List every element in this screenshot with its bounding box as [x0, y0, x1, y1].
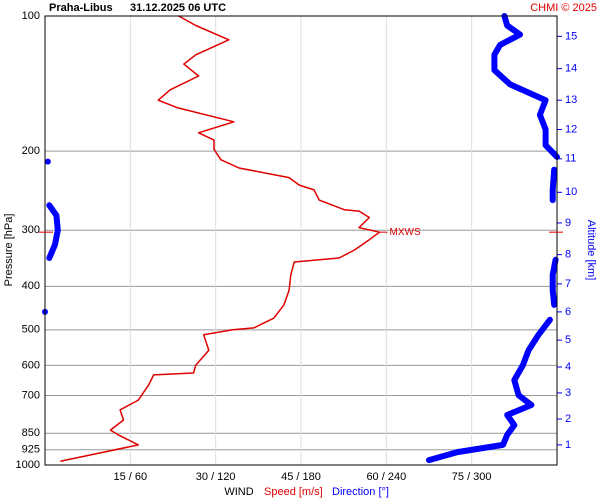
- y2-tick-label: 1: [565, 439, 571, 451]
- y2-tick-label: 12: [565, 123, 577, 135]
- source: CHMI © 2025: [530, 2, 597, 14]
- direction-line: [46, 202, 61, 261]
- y2-tick-label: 13: [565, 94, 577, 106]
- x-tick-label: 15 / 60: [114, 471, 148, 483]
- legend-label: Direction [°]: [332, 486, 389, 498]
- y2-tick-label: 4: [565, 361, 571, 373]
- y2-tick-label: 9: [565, 217, 571, 229]
- y2-tick-label: 8: [565, 249, 571, 261]
- y-axis-label: Pressure [hPa]: [3, 214, 15, 287]
- y-tick-label: 200: [22, 145, 40, 157]
- y2-tick-label: 11: [565, 153, 576, 165]
- chart-subtitle: 31.12.2025 06 UTC: [130, 2, 226, 14]
- y-tick-label: 700: [22, 389, 40, 401]
- y2-tick-label: 10: [565, 186, 577, 198]
- y-tick-label: 600: [22, 359, 40, 371]
- y2-tick-label: 15: [565, 30, 577, 42]
- y2-tick-label: 6: [565, 306, 571, 318]
- x-tick-label: 60 / 240: [366, 471, 406, 483]
- y-tick-label: 400: [22, 280, 40, 292]
- y-tick-label: 850: [22, 427, 40, 439]
- x-tick-label: 30 / 120: [196, 471, 236, 483]
- legend-label: Speed [m/s]: [264, 486, 323, 498]
- direction-line: [549, 166, 558, 204]
- y2-tick-label: 7: [565, 278, 571, 290]
- direction-line: [491, 13, 560, 160]
- y-tick-label: 925: [22, 444, 40, 456]
- y2-tick-label: 2: [565, 413, 571, 425]
- y2-tick-label: 5: [565, 334, 571, 346]
- speed-line: [60, 15, 381, 462]
- direction-point: [44, 158, 51, 165]
- y-tick-label: 500: [22, 324, 40, 336]
- annotation: MXWS: [390, 227, 421, 238]
- y-tick-label: 100: [22, 10, 40, 22]
- chart-title: Praha-Libus: [49, 2, 113, 14]
- x-tick-label: 75 / 300: [452, 471, 492, 483]
- direction-line: [549, 256, 559, 308]
- y-tick-label: 300: [22, 224, 40, 236]
- y2-axis-label: Altitude [km]: [585, 220, 597, 281]
- y2-tick-label: 3: [565, 387, 571, 399]
- x-tick-label: 45 / 180: [281, 471, 321, 483]
- plot-border: [44, 15, 558, 466]
- x-axis-label: WIND: [224, 486, 253, 498]
- direction-line: [426, 316, 553, 464]
- y-tick-label: 1000: [16, 459, 40, 471]
- y2-tick-label: 14: [565, 63, 577, 75]
